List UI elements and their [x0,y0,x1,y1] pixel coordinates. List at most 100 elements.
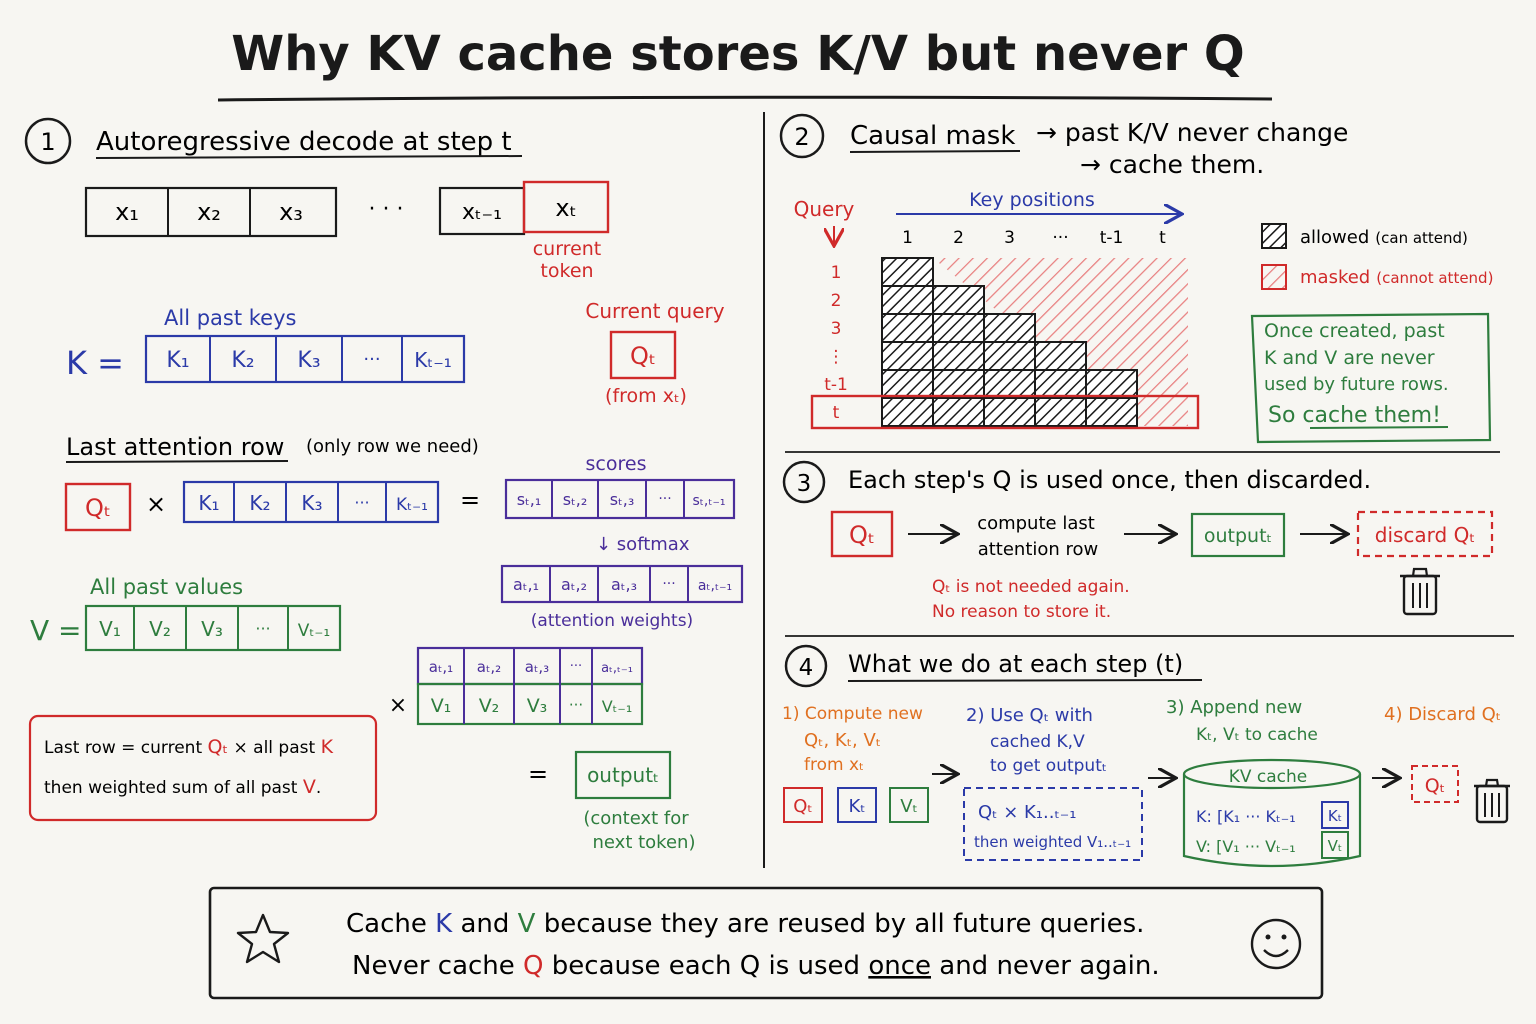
s3-note: Qₜ is not needed again. [932,577,1130,597]
chip-v-box [889,787,929,823]
s3-compute-label: compute last [977,513,1095,534]
score-cell: sₜ,₁ [517,490,542,509]
value-cell: V₂ [149,617,171,641]
key-cell: K₂ [231,348,254,373]
smiley-icon [1250,918,1302,970]
step-1-label: Qₜ, Kₜ, Vₜ [804,730,881,751]
allowed-cell [983,313,1036,343]
key-position-label: 1 [902,228,913,248]
mask-grid: 1 2 3 ··· t-1 t 1 2 3 ⋮ t-1 t [810,228,1200,430]
current-token-label: current [533,238,602,260]
kv-cache-k-new-box [1321,801,1349,829]
section-2-heading-c: → cache them. [1080,150,1264,179]
allowed-cell [932,369,985,399]
allowed-cell [1034,369,1087,399]
v-label: V = [30,614,82,647]
token-sequence: x₁ x₂ x₃ · · · xₜ₋₁ xₜ current token [84,180,610,282]
step-2-box [963,787,1143,861]
query-position-label: t-1 [824,375,848,395]
weight-cell: aₜ,₂ [477,658,501,676]
key-cell: K₂ [249,491,270,515]
step-2-label: 2) Use Qₜ with [966,705,1093,726]
value-cell: ··· [255,619,270,638]
current-query-value: Qₜ [630,342,656,370]
step-4-q-box [1411,765,1459,803]
last-row-note: (only row we need) [306,436,479,457]
chip-v: Vₜ [900,796,918,817]
section-1-heading-underline [95,155,523,159]
section-1-heading: Autoregressive decode at step t [96,127,512,157]
title-underline [217,95,1273,102]
step-2-box-line: Qₜ × K₁..ₜ₋₁ [978,802,1077,823]
all-past-values-label: All past values [90,575,243,599]
allowed-cell [983,341,1036,371]
allowed-cell [983,369,1036,399]
key-position-label: t [1159,228,1166,248]
k-label: K = [66,344,124,382]
key-cell: ··· [363,349,380,370]
allowed-cell [1085,369,1138,399]
weight-cell: aₜ,ₜ₋₁ [601,661,633,676]
weight-cell: aₜ,ₜ₋₁ [698,578,732,594]
kv-cache-v-new-box [1321,831,1349,859]
times-sign: × [389,693,407,718]
current-query-box [609,330,677,380]
step-2-label: cached K,V [990,732,1085,752]
times-sign: × [146,490,166,518]
equals-sign: = [460,486,480,514]
scores-vector: sₜ,₁ sₜ,₂ sₜ,₃ ··· sₜ,ₜ₋₁ [504,478,736,520]
trash-icon [1400,567,1440,616]
value-cell: ··· [569,696,583,714]
cache-note-line: Once created, past [1264,320,1445,342]
context-note: (context for [583,808,689,829]
step-3-label: Kₜ, Vₜ to cache [1196,725,1318,745]
key-cell: K₁ [166,348,189,373]
section-3: 3 Each step's Q is used once, then disca… [782,460,1494,622]
section-2-heading: Causal mask [850,121,1015,151]
query-position-label: ⋮ [828,347,845,367]
token-cell: x₁ [115,198,139,226]
step-1-label: 1) Compute new [782,704,923,724]
kv-cache-title: KV cache [1229,767,1308,787]
section-4-number: 4 [799,655,814,681]
scores-label: scores [586,453,647,475]
query-position-label: 3 [831,319,842,339]
allowed-cell [1034,397,1087,427]
kv-cache-k-row: K: [K₁ ··· Kₜ₋₁ [1196,807,1296,826]
weight-cell: aₜ,₃ [611,575,637,594]
current-query-label: Current query [585,299,724,323]
section-2-heading-b: → past K/V never change [1036,118,1348,147]
token-current: xₜ [555,194,576,222]
allowed-cell [881,285,934,315]
output-label: outputₜ [587,763,659,787]
section-4: 4 What we do at each step (t) 1) Compute… [782,644,1510,868]
key-cell: ··· [354,493,369,512]
keys-vector-row: K₁ K₂ K₃ ··· Kₜ₋₁ [182,480,440,524]
s3-note: No reason to store it. [932,602,1111,622]
note-line-1: Last row = current Qₜ × all past K [44,736,334,758]
weights-vector: aₜ,₁ aₜ,₂ aₜ,₃ ··· aₜ,ₜ₋₁ [500,564,744,604]
step-1-label: from xₜ [804,755,864,775]
section-3-number: 3 [797,471,812,497]
key-position-label: 3 [1004,228,1015,248]
section-4-heading: What we do at each step (t) [848,650,1183,678]
context-note: next token) [593,832,696,853]
kv-cache-v-new: Vₜ [1328,837,1343,855]
weight-cell: ··· [662,576,675,592]
chip-q: Qₜ [793,796,812,817]
allowed-cell [932,341,985,371]
section-3-number-circle [782,460,826,504]
section-1: 1 Autoregressive decode at step t x₁ x₂ … [24,117,744,853]
star-icon [236,913,290,964]
s3-discard-label: discard Qₜ [1375,523,1476,547]
footer-box [208,886,1324,1000]
current-row-highlight [810,394,1200,430]
s3-output-box [1190,512,1286,558]
allowed-cell [881,397,934,427]
weight-cell: ··· [570,659,582,674]
chip-k: Kₜ [848,796,865,817]
step-4-label: 4) Discard Qₜ [1384,704,1501,725]
allowed-cell [932,285,985,315]
section-1-number-circle [24,117,72,165]
